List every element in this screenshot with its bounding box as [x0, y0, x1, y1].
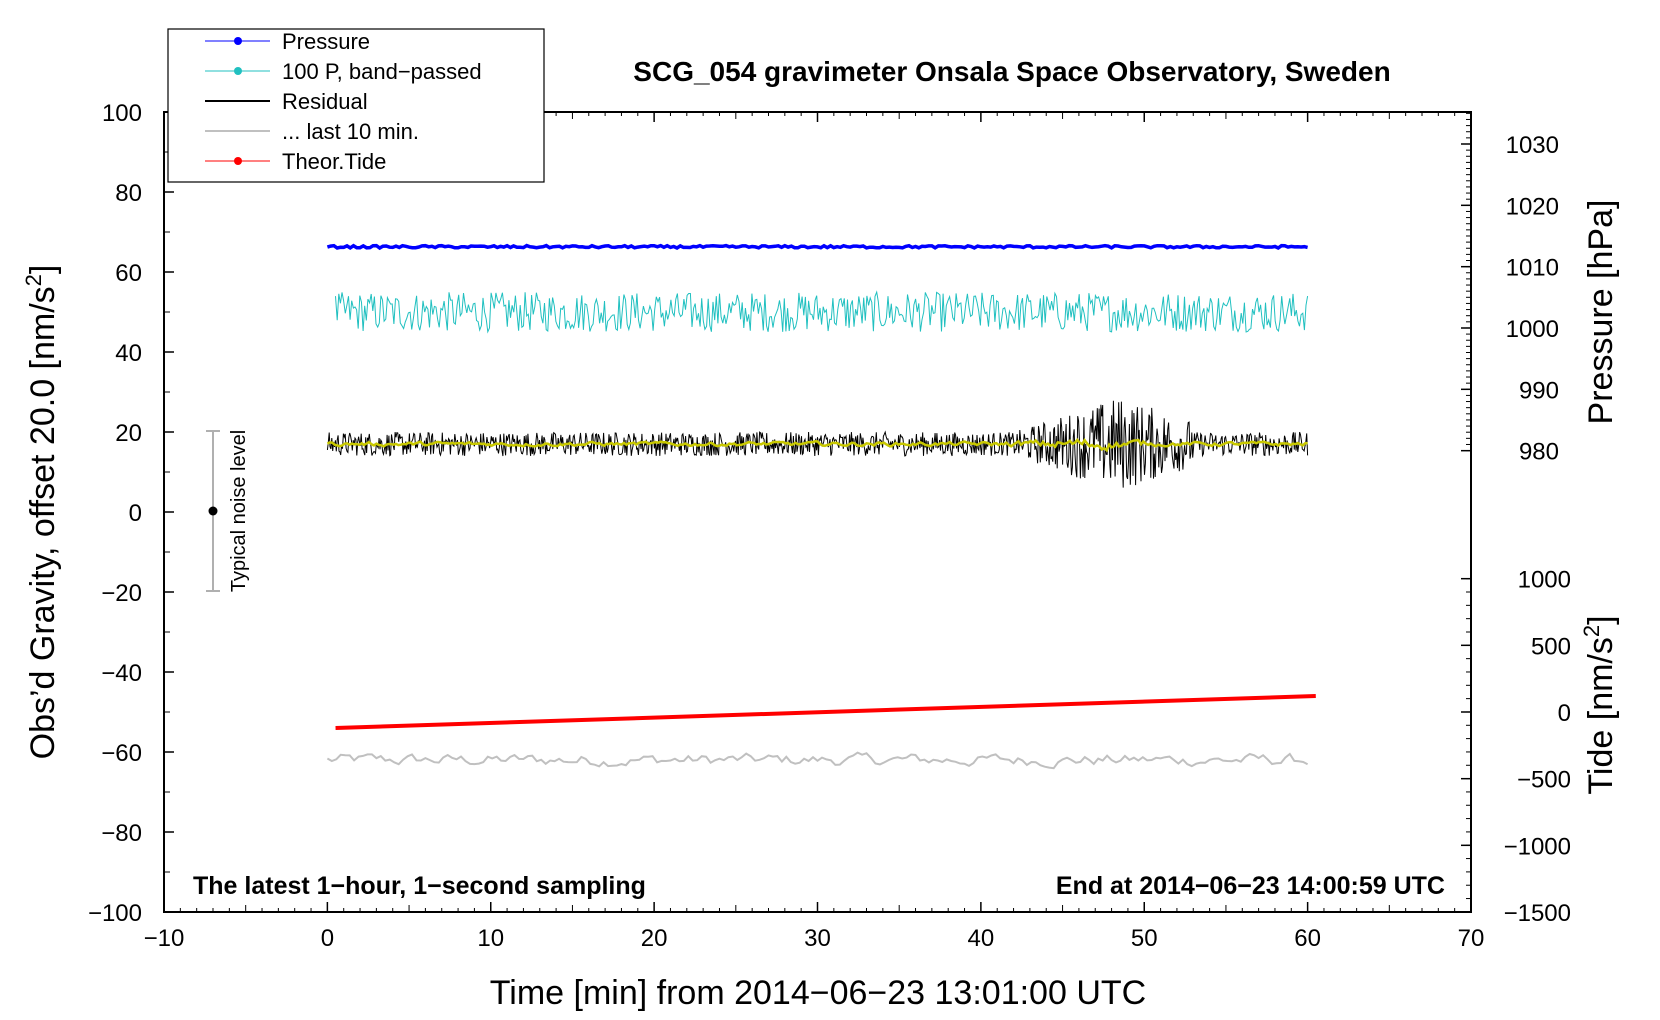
legend-marker-theor-tide [234, 157, 242, 165]
tide-tick-label: 1000 [1518, 567, 1571, 594]
tick-layer: −10 0 10 20 30 40 50 60 70100806040200−20−40−60−… [88, 100, 1571, 952]
tide-tick-label: −500 [1517, 767, 1571, 794]
legend-item-theor-tide: Theor.Tide [205, 149, 386, 174]
pressure-tick-label: 1000 [1506, 316, 1559, 343]
tide-tick-label: 0 [1558, 700, 1571, 727]
y-tick-label: −40 [101, 660, 142, 687]
pressure-tick-label: 1020 [1506, 193, 1559, 220]
y-tick-label: 20 [115, 420, 142, 447]
y-tick-label: 40 [115, 340, 142, 367]
series-residual-smoothed-line [326, 437, 1308, 453]
y-tick-label: −80 [101, 820, 142, 847]
series-pressure-line [326, 243, 1308, 251]
x-tick-label: −10 [144, 925, 185, 952]
pressure-tick-label: 990 [1519, 377, 1559, 404]
legend-box [167, 28, 545, 183]
tide-axis-label-sup: 2 [1579, 625, 1604, 637]
tide-tick-label: 500 [1531, 633, 1571, 660]
y-tick-label: 0 [129, 500, 142, 527]
x-tick-label: 70 [1458, 925, 1485, 952]
series-band-passed-line [335, 290, 1309, 334]
annotation-left: The latest 1−hour, 1−second sampling [193, 872, 646, 900]
annotation-right: End at 2014−06−23 14:00:59 UTC [1056, 872, 1445, 900]
series-last-10-min-line [326, 751, 1309, 770]
y-tick-label: −60 [101, 740, 142, 767]
y-tick-label: −20 [101, 580, 142, 607]
noise-bar-center-dot [208, 506, 218, 516]
tide-axis-label-close: ] [1582, 615, 1620, 624]
legend-item-residual: Residual [205, 89, 368, 114]
pressure-axis-label: Pressure [hPa] [1582, 200, 1620, 425]
legend-item-last-10-min: ... last 10 min. [205, 119, 419, 144]
series-residual-line [326, 400, 1309, 488]
y-axis-label-close: ] [24, 265, 62, 274]
noise-level-indicator: Typical noise level [206, 430, 250, 592]
legend: Pressure 100 P, band−passed Residual ...… [167, 28, 545, 183]
series-layer [326, 243, 1316, 770]
x-tick-label: 30 [804, 925, 831, 952]
x-tick-label: 50 [1131, 925, 1158, 952]
x-tick-label: 20 [641, 925, 668, 952]
noise-level-label: Typical noise level [228, 430, 250, 592]
legend-label-residual: Residual [282, 89, 368, 114]
y-axis-label: Obs’d Gravity, offset 20.0 [nm/s2] [21, 265, 62, 760]
tide-axis-label-main: Tide [nm/s [1582, 637, 1620, 794]
legend-marker-pressure [234, 37, 242, 45]
y-tick-label: 80 [115, 180, 142, 207]
x-tick-label: 60 [1294, 925, 1321, 952]
y-axis-label-sup: 2 [21, 274, 46, 286]
tide-tick-label: −1000 [1504, 833, 1571, 860]
plot-frame [163, 111, 1472, 913]
series-theor-tide-line [335, 694, 1316, 730]
pressure-tick-label: 1010 [1506, 255, 1559, 282]
x-tick-label: 0 [321, 925, 334, 952]
pressure-tick-label: 980 [1519, 439, 1559, 466]
y-axis-label-main: Obs’d Gravity, offset 20.0 [nm/s [24, 286, 62, 759]
legend-label-band-passed: 100 P, band−passed [282, 59, 482, 84]
x-axis-label: Time [min] from 2014−06−23 13:01:00 UTC [490, 974, 1146, 1012]
y-tick-label: −100 [88, 900, 142, 927]
x-tick-label: 40 [968, 925, 995, 952]
chart-title: SCG_054 gravimeter Onsala Space Observat… [633, 56, 1390, 87]
y-tick-label: 60 [115, 260, 142, 287]
legend-item-pressure: Pressure [205, 29, 370, 54]
tide-axis-label: Tide [nm/s2] [1579, 615, 1620, 794]
legend-item-band-passed: 100 P, band−passed [205, 59, 482, 84]
x-tick-label: 10 [477, 925, 504, 952]
legend-label-last-10-min: ... last 10 min. [282, 119, 419, 144]
tide-tick-label: −1500 [1504, 900, 1571, 927]
y-tick-label: 100 [102, 100, 142, 127]
pressure-tick-label: 1030 [1506, 132, 1559, 159]
legend-marker-band-passed [234, 67, 242, 75]
legend-label-pressure: Pressure [282, 29, 370, 54]
legend-label-theor-tide: Theor.Tide [282, 149, 386, 174]
